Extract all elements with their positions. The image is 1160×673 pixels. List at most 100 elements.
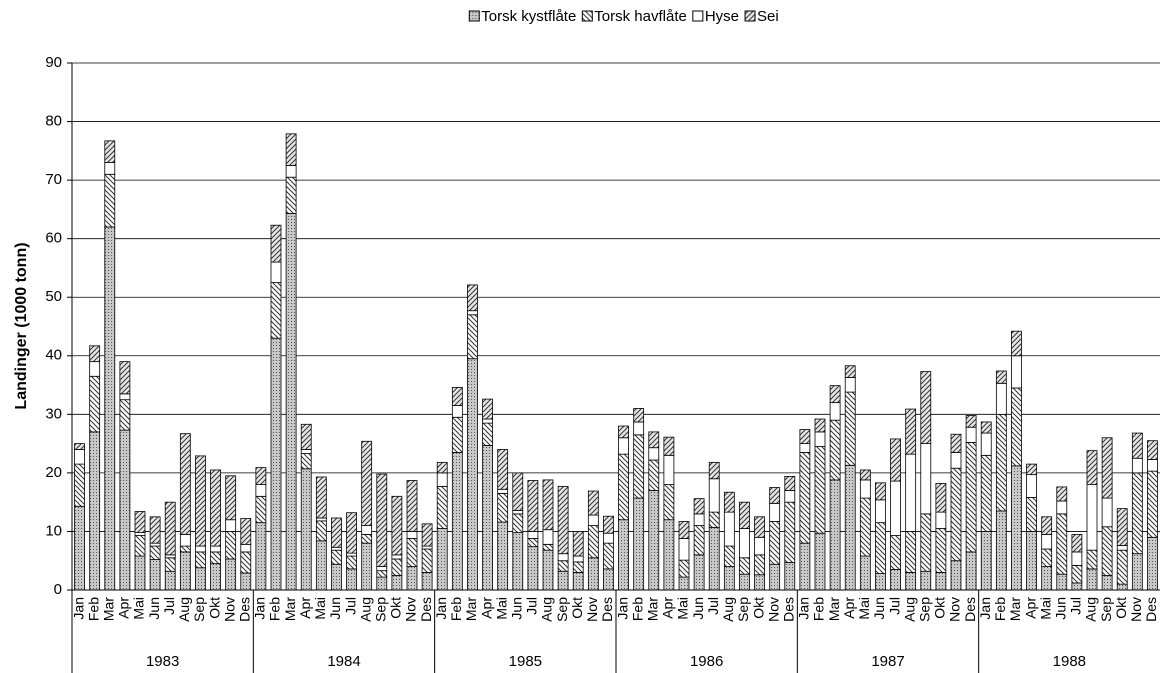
x-tick-label: Aug [539, 597, 555, 622]
bar-segment [542, 529, 554, 545]
bar-segment [119, 399, 131, 431]
group-label: 1986 [690, 653, 723, 670]
bar-segment [572, 572, 584, 591]
bar-segment [315, 476, 327, 519]
bar-segment [905, 572, 917, 591]
bar-segment [875, 482, 886, 501]
bar-segment [829, 419, 841, 481]
bar-segment [255, 522, 267, 591]
bar-segment [467, 310, 478, 316]
x-tick-label: Jan [614, 597, 630, 620]
bar-segment [285, 133, 297, 166]
bar-segment [104, 226, 116, 591]
bar-segment [1011, 387, 1022, 467]
bar-segment [542, 479, 554, 531]
bar-segment [678, 521, 690, 539]
bar-segment [436, 472, 448, 487]
bar-segment [965, 442, 977, 553]
bar-segment [723, 511, 735, 547]
x-tick-label: Okt [206, 597, 222, 619]
x-tick-label: Apr [660, 597, 676, 619]
bar-segment [587, 490, 599, 516]
x-tick-label: Sep [372, 597, 388, 622]
bar-segment [572, 555, 584, 563]
bar-segment [346, 512, 357, 554]
bar-segment [844, 365, 856, 378]
bar-segment [829, 479, 841, 591]
legend: Torsk kystflåte Torsk havflåte Hyse Sei [468, 8, 779, 25]
bar-segment [210, 545, 221, 553]
bar-segment [300, 449, 312, 454]
bar-segment [829, 385, 841, 404]
bar-segment [814, 431, 826, 447]
x-tick-label: Jul [342, 597, 358, 615]
bar-segment [587, 525, 599, 559]
bar-segment [436, 528, 448, 591]
bar-segment [648, 447, 660, 461]
x-tick-label: Mai [131, 597, 147, 620]
legend-swatch [744, 10, 756, 22]
bar-segment [799, 443, 811, 453]
x-tick-label: Nov [584, 597, 600, 622]
bar-segment [512, 509, 524, 515]
bar-segment [527, 546, 539, 591]
bar-segment [89, 361, 101, 377]
bar-segment [1131, 553, 1143, 591]
bar-segment [497, 492, 509, 523]
bar-segment [270, 261, 282, 283]
bar-segment [134, 511, 146, 534]
x-tick-label: Aug [1083, 597, 1099, 622]
bar-segment [331, 546, 342, 551]
bar-segment [1026, 497, 1037, 532]
bar-segment [1147, 470, 1158, 538]
y-tick-label: 50 [45, 288, 62, 305]
bar-segment [104, 140, 116, 163]
bar-segment [346, 555, 357, 570]
bar-segment [179, 551, 191, 591]
x-tick-label: Nov [1128, 597, 1144, 622]
bar-segment [572, 531, 584, 557]
bar-segment [784, 562, 796, 591]
bar-segment [678, 559, 690, 578]
bar-segment [633, 421, 645, 436]
x-tick-label: Jan [70, 597, 86, 620]
bar-segment [331, 517, 342, 548]
x-tick-label: Jan [977, 597, 993, 620]
bar-segment [134, 532, 146, 536]
bar-segment [1056, 573, 1068, 591]
bar-segment [678, 576, 690, 591]
bar-segment [950, 560, 962, 591]
bar-segment [769, 487, 781, 504]
bar-segment [754, 516, 765, 538]
x-tick-label: Jul [705, 597, 721, 615]
bar-segment [995, 413, 1007, 512]
bar-segment [754, 574, 765, 591]
bar-segment [1116, 508, 1128, 546]
bar-segment [482, 444, 493, 591]
bar-segment [648, 490, 660, 591]
bar-segment [708, 526, 720, 591]
bar-segment [1131, 457, 1143, 474]
bar-segment [512, 513, 524, 534]
bar-segment [1011, 330, 1022, 357]
bar-segment [799, 542, 811, 591]
bar-segment [497, 449, 509, 490]
bar-segment [74, 505, 85, 591]
group-label: 1983 [146, 653, 179, 670]
bar-segment [587, 514, 599, 526]
bar-segment [210, 469, 221, 547]
bar-segment [995, 382, 1007, 415]
bar-segment [890, 438, 901, 482]
legend-label: Hyse [705, 8, 739, 25]
legend-swatch [692, 10, 704, 22]
x-tick-label: Des [1143, 597, 1159, 622]
bar-segment [693, 498, 705, 515]
bar-segment [195, 545, 206, 553]
group-label: 1985 [509, 653, 542, 670]
x-tick-label: Sep [191, 597, 207, 622]
bar-segment [980, 454, 992, 532]
bar-segment [739, 573, 750, 591]
bar-segment [467, 284, 478, 312]
x-tick-label: Jun [690, 597, 706, 620]
